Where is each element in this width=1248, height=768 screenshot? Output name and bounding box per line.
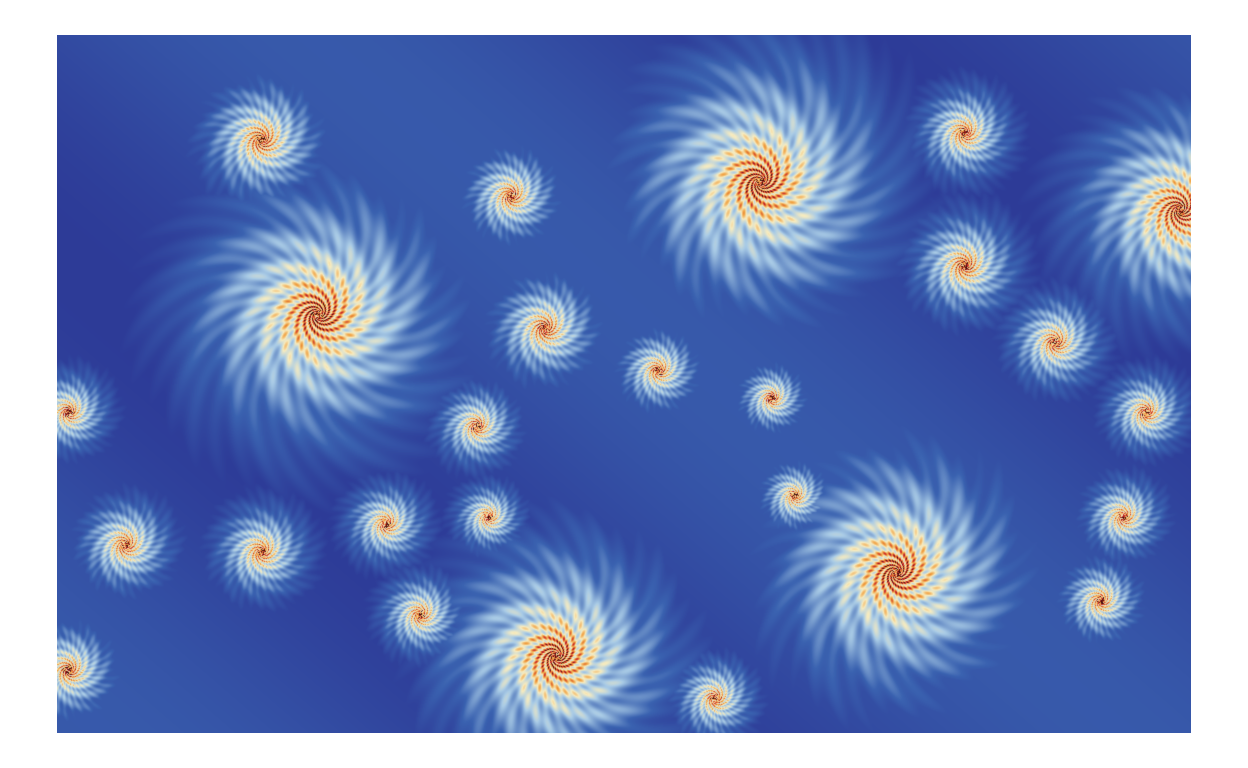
fractal-image (57, 35, 1191, 733)
fractal-image-frame (57, 35, 1191, 733)
